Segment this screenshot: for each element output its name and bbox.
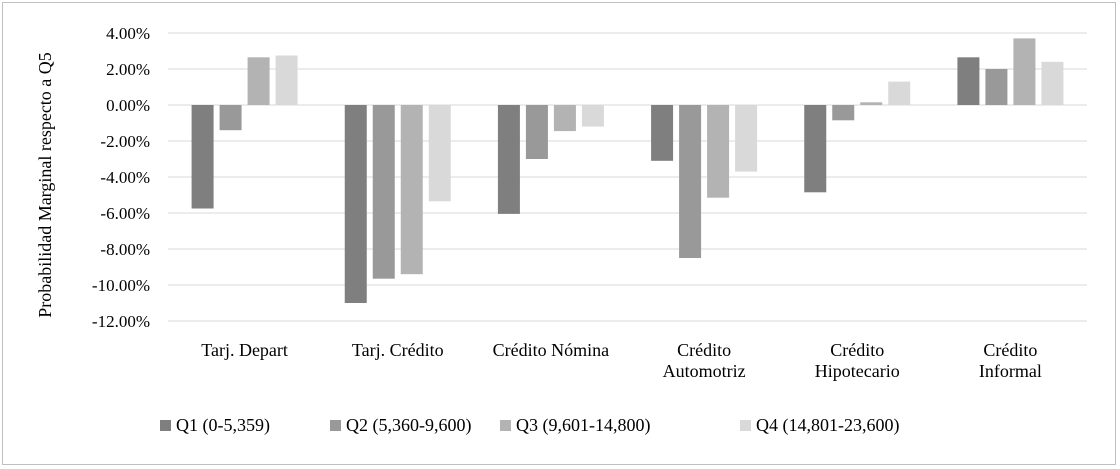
bar <box>372 105 395 279</box>
bar <box>400 105 423 275</box>
bar <box>679 105 702 258</box>
x-category-label: Tarj. Depart <box>201 340 288 360</box>
x-category-label: Crédito Nómina <box>493 340 609 360</box>
bar <box>985 69 1008 105</box>
x-category-label: Crédito <box>830 340 884 360</box>
x-category-label: Informal <box>979 361 1042 381</box>
y-tick-label: -2.00% <box>100 132 150 151</box>
bar <box>1041 61 1064 105</box>
x-category-label: Automotriz <box>663 361 746 381</box>
bar <box>581 105 604 127</box>
legend-label: Q3 (9,601-14,800) <box>516 415 650 436</box>
bar <box>957 57 980 105</box>
bar <box>275 55 298 105</box>
x-category-label: Hipotecario <box>815 361 900 381</box>
x-category-label: Crédito <box>677 340 731 360</box>
y-tick-label: -10.00% <box>92 276 150 295</box>
bar <box>344 105 367 303</box>
x-category-label: Tarj. Crédito <box>352 340 444 360</box>
bar <box>735 105 758 172</box>
legend-label: Q1 (0-5,359) <box>176 415 270 436</box>
bar <box>651 105 674 161</box>
y-axis-title: Probabilidad Marginal respecto a Q5 <box>35 52 55 318</box>
bar <box>428 105 451 202</box>
legend-label: Q4 (14,801-23,600) <box>756 415 899 436</box>
legend-swatch <box>740 420 751 431</box>
bar <box>804 105 827 193</box>
y-tick-label: -12.00% <box>92 312 150 331</box>
bar <box>1013 38 1036 105</box>
bar <box>525 105 548 159</box>
legend-swatch <box>160 420 171 431</box>
bar <box>553 105 576 132</box>
bar <box>860 102 883 105</box>
bar <box>497 105 520 214</box>
y-tick-label: 4.00% <box>106 24 150 43</box>
bar <box>219 105 242 131</box>
y-tick-label: -4.00% <box>100 168 150 187</box>
y-tick-label: 0.00% <box>106 96 150 115</box>
bar <box>191 105 214 209</box>
y-tick-label: -8.00% <box>100 240 150 259</box>
bar <box>247 57 270 105</box>
legend-swatch <box>500 420 511 431</box>
legend-label: Q2 (5,360-9,600) <box>346 415 471 436</box>
y-tick-label: -6.00% <box>100 204 150 223</box>
bar <box>888 81 911 105</box>
x-category-label: Crédito <box>983 340 1037 360</box>
bar <box>832 105 855 121</box>
bar <box>707 105 730 198</box>
y-tick-label: 2.00% <box>106 60 150 79</box>
legend-swatch <box>330 420 341 431</box>
